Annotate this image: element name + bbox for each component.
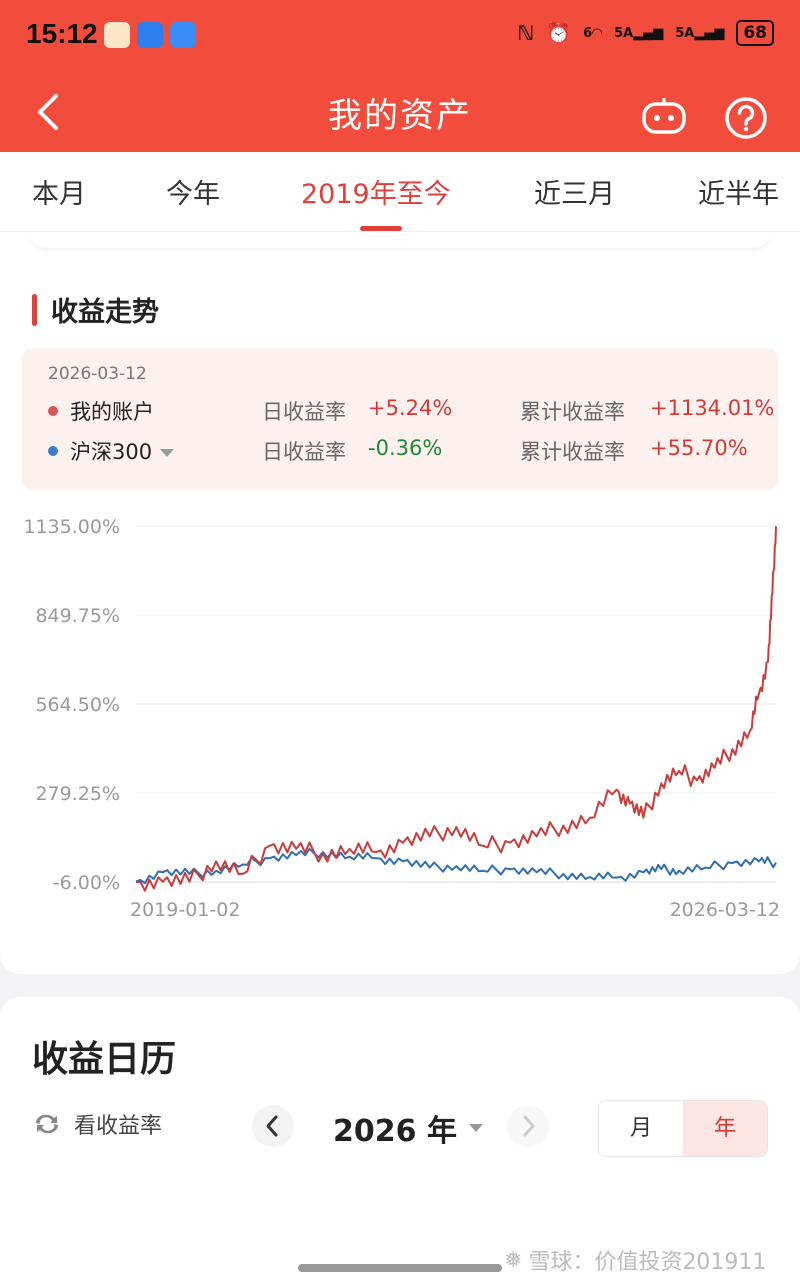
summary-date: 2026-03-12 xyxy=(48,364,147,384)
wifi-icon: 6◠ xyxy=(583,25,603,41)
previous-card-edge xyxy=(30,232,770,248)
benchmark-daily-value: -0.36% xyxy=(368,436,443,460)
battery-icon: 68 xyxy=(736,20,774,46)
y-tick-label: 564.50% xyxy=(35,694,120,716)
wifi-tag: 6 xyxy=(583,25,593,41)
tab-this-month[interactable]: 本月 xyxy=(32,179,86,210)
tab-active-indicator xyxy=(360,226,402,231)
benchmark-daily-label: 日收益率 xyxy=(262,440,346,464)
account-name: 我的账户 xyxy=(70,400,154,424)
benchmark-cum-value: +55.70% xyxy=(650,436,748,460)
year-label: 2026 年 xyxy=(333,1114,457,1149)
signal-2-icon: 5A▂▄▆ xyxy=(675,25,725,41)
y-tick-label: 849.75% xyxy=(35,605,120,627)
y-tick-label: 279.25% xyxy=(35,783,120,805)
status-time: 15:12 xyxy=(26,18,98,49)
swap-icon xyxy=(35,1114,59,1134)
return-summary-box: 2026-03-12 我的账户 日收益率 +5.24% 累计收益率 +1134.… xyxy=(22,348,778,490)
y-tick-label: -6.00% xyxy=(53,872,120,894)
section-title: 收益走势 xyxy=(51,297,159,328)
chevron-down-icon xyxy=(468,1124,483,1132)
period-tabs: 本月 今年 2019年至今 近三月 近半年 xyxy=(0,152,800,232)
y-tick-label: 1135.00% xyxy=(23,516,120,538)
account-cum-label: 累计收益率 xyxy=(520,400,625,424)
nfc-icon: ℕ xyxy=(517,21,535,45)
tab-this-year[interactable]: 今年 xyxy=(166,179,220,210)
calendar-granularity-switch: 月 年 xyxy=(598,1100,768,1157)
page-title: 我的资产 xyxy=(328,96,472,136)
nav-bar: 我的资产 xyxy=(0,70,800,152)
section-header: 收益走势 xyxy=(32,290,159,329)
account-daily-label: 日收益率 xyxy=(262,400,346,424)
chevron-down-icon xyxy=(160,449,175,457)
return-trend-chart[interactable]: 1135.00% 849.75% 564.50% 279.25% -6.00% 2019… xyxy=(0,500,800,940)
section-accent-bar xyxy=(32,293,37,326)
benchmark-name: 沪深300 xyxy=(70,440,153,464)
segment-month[interactable]: 月 xyxy=(629,1116,652,1141)
segment-year[interactable]: 年 xyxy=(683,1101,767,1156)
back-icon[interactable] xyxy=(30,92,70,132)
benchmark-dot xyxy=(48,446,58,456)
help-icon[interactable] xyxy=(724,96,768,140)
status-bar: 15:12 ℕ ⏰ 6◠ 5A▂▄▆ 5A▂▄▆ 68 xyxy=(0,0,800,70)
series-line xyxy=(135,526,777,892)
tab-last-6-months[interactable]: 近半年 xyxy=(698,179,779,210)
benchmark-cum-label: 累计收益率 xyxy=(520,440,625,464)
robot-assistant-icon[interactable] xyxy=(640,96,688,136)
home-indicator[interactable] xyxy=(298,1264,502,1272)
app-icon-1 xyxy=(104,22,130,48)
chevron-left-icon xyxy=(266,1115,278,1137)
signal-1-icon: 5A▂▄▆ xyxy=(614,25,664,41)
tab-last-3-months[interactable]: 近三月 xyxy=(534,179,615,210)
series-line xyxy=(135,847,777,885)
snowball-logo-icon: ❅ xyxy=(504,1247,523,1273)
signal-2-label: 5A xyxy=(675,25,695,41)
year-selector[interactable]: 2026 年 xyxy=(333,1106,483,1150)
account-dot xyxy=(48,406,58,416)
chat-app-icon xyxy=(137,22,163,48)
view-rate-label: 看收益率 xyxy=(74,1114,163,1139)
signal-1-label: 5A xyxy=(614,25,634,41)
calendar-card xyxy=(0,997,800,1285)
tab-since-2019[interactable]: 2019年至今 xyxy=(301,179,451,210)
benchmark-selector[interactable]: 沪深300 xyxy=(70,436,175,466)
chevron-right-icon xyxy=(523,1115,535,1137)
watermark: ❅ 雪球：价值投资201911 xyxy=(504,1244,766,1276)
next-year-button[interactable] xyxy=(507,1105,549,1147)
calendar-title: 收益日历 xyxy=(32,1039,177,1080)
account-daily-value: +5.24% xyxy=(368,396,453,420)
alarm-icon: ⏰ xyxy=(546,21,572,45)
view-rate-toggle[interactable]: 看收益率 xyxy=(32,1108,162,1140)
account-cum-value: +1134.01% xyxy=(650,396,775,420)
x-axis-label: 2019-01-02 xyxy=(130,899,240,921)
watermark-text: 雪球：价值投资201911 xyxy=(528,1250,767,1275)
prev-year-button[interactable] xyxy=(252,1105,294,1147)
upload-app-icon xyxy=(170,22,196,48)
x-axis-label: 2026-03-12 xyxy=(670,899,780,921)
